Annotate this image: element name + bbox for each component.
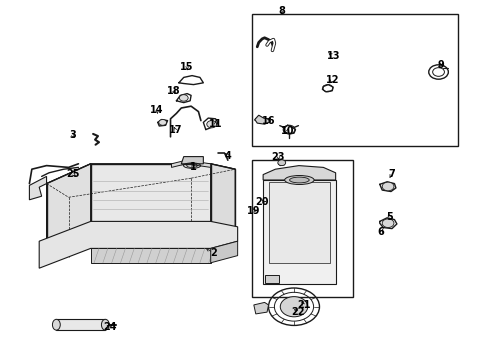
Text: 25: 25	[66, 168, 79, 179]
Text: 1: 1	[190, 162, 197, 172]
Text: 7: 7	[389, 168, 395, 179]
Ellipse shape	[285, 175, 314, 184]
Text: 19: 19	[247, 206, 261, 216]
Text: 23: 23	[271, 152, 285, 162]
Text: 2: 2	[210, 248, 217, 258]
Circle shape	[280, 297, 308, 317]
Bar	[56, 319, 105, 330]
Polygon shape	[47, 164, 91, 243]
Circle shape	[159, 120, 167, 125]
Text: 16: 16	[262, 116, 275, 126]
Polygon shape	[29, 176, 47, 200]
Text: 15: 15	[180, 62, 194, 72]
Polygon shape	[39, 221, 238, 268]
Polygon shape	[255, 115, 270, 124]
Circle shape	[179, 95, 188, 101]
Bar	[263, 180, 336, 284]
Polygon shape	[254, 302, 269, 314]
Circle shape	[382, 182, 394, 191]
Text: 18: 18	[167, 86, 181, 96]
Text: 6: 6	[378, 227, 385, 237]
Polygon shape	[91, 164, 211, 234]
Text: 22: 22	[291, 307, 305, 318]
Text: 5: 5	[386, 212, 393, 222]
Circle shape	[382, 219, 394, 228]
Polygon shape	[181, 157, 203, 164]
Bar	[265, 275, 279, 283]
Text: 8: 8	[278, 6, 285, 16]
Bar	[252, 160, 353, 297]
Text: 3: 3	[69, 130, 76, 140]
Bar	[269, 182, 330, 263]
Ellipse shape	[101, 319, 109, 330]
Ellipse shape	[52, 319, 60, 330]
Text: 14: 14	[150, 105, 164, 115]
Polygon shape	[211, 164, 235, 230]
Text: 4: 4	[224, 150, 231, 161]
Text: 13: 13	[326, 51, 340, 61]
Text: 17: 17	[169, 125, 182, 135]
Polygon shape	[211, 241, 238, 263]
Text: 21: 21	[297, 300, 311, 310]
Text: 20: 20	[255, 197, 269, 207]
Text: 24: 24	[103, 322, 117, 332]
Polygon shape	[172, 160, 211, 167]
Text: 12: 12	[325, 75, 339, 85]
Polygon shape	[47, 164, 235, 197]
Ellipse shape	[290, 177, 309, 183]
Text: 10: 10	[281, 126, 294, 136]
Polygon shape	[91, 248, 211, 263]
Circle shape	[207, 121, 217, 128]
Circle shape	[278, 160, 286, 166]
Polygon shape	[263, 166, 336, 180]
Text: 9: 9	[438, 60, 444, 70]
Text: 11: 11	[209, 119, 222, 129]
Bar	[252, 14, 458, 146]
